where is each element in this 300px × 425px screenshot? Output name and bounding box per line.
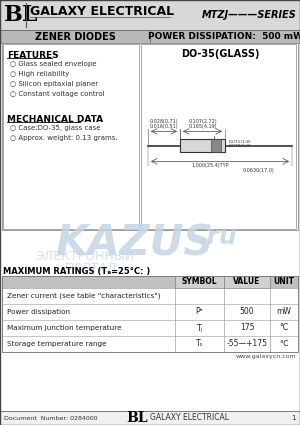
Text: -55—+175: -55—+175 [226, 340, 268, 348]
Text: SYMBOL: SYMBOL [182, 278, 217, 286]
Bar [0, 411, 300, 425]
Text: 1.000(25.4)TYP: 1.000(25.4)TYP [191, 163, 229, 168]
Text: KAZUS: KAZUS [55, 222, 213, 264]
Text: FEATURES: FEATURES [7, 51, 58, 60]
Text: ZENER DIODES: ZENER DIODES [34, 31, 116, 42]
Bar [150, 30, 300, 43]
Bar [2, 288, 298, 304]
Text: ○ Approx. weight: 0.13 grams.: ○ Approx. weight: 0.13 grams. [10, 135, 118, 141]
Text: Document  Number: 0284000: Document Number: 0284000 [4, 416, 98, 420]
Bar [0, 30, 150, 43]
Text: ○ Case:DO-35, glass case: ○ Case:DO-35, glass case [10, 125, 101, 131]
Bar [2, 276, 298, 352]
Text: Power dissipation: Power dissipation [7, 309, 70, 315]
Text: MECHANICAL DATA: MECHANICAL DATA [7, 115, 103, 124]
Text: Zener current (see table "characteristics"): Zener current (see table "characteristic… [7, 293, 160, 299]
Text: GALAXY ELECTRICAL: GALAXY ELECTRICAL [30, 5, 174, 17]
Text: Maximum junction temperature: Maximum junction temperature [7, 325, 122, 331]
Text: DO-35(GLASS): DO-35(GLASS) [181, 49, 259, 59]
Text: 0.0630(17.0): 0.0630(17.0) [243, 168, 274, 173]
Text: BL: BL [127, 411, 148, 425]
Bar [2, 336, 298, 352]
Text: 0.071(1.8)
0.079(2.0): 0.071(1.8) 0.079(2.0) [229, 139, 252, 148]
Text: 500: 500 [240, 308, 254, 317]
Text: °C: °C [279, 323, 289, 332]
Text: ЭЛЕКТРОННЫЙ: ЭЛЕКТРОННЫЙ [35, 250, 134, 264]
Bar [180, 139, 225, 152]
Bar [2, 43, 298, 230]
Bar [3, 44, 139, 229]
Text: VALUE: VALUE [233, 278, 261, 286]
Text: 1: 1 [292, 415, 296, 421]
Bar [2, 276, 298, 288]
Text: BL: BL [4, 4, 38, 26]
Text: ○ Silicon epitaxial planer: ○ Silicon epitaxial planer [10, 81, 98, 87]
Text: GALAXY ELECTRICAL: GALAXY ELECTRICAL [150, 414, 229, 422]
Bar [211, 139, 221, 152]
Text: Tⱼ: Tⱼ [196, 323, 202, 332]
Bar [141, 44, 296, 229]
Text: ○ Glass sealed envelope: ○ Glass sealed envelope [10, 61, 97, 67]
Text: Tₛ: Tₛ [196, 340, 203, 348]
Text: ○ Constant voltage control: ○ Constant voltage control [10, 91, 105, 97]
Text: mW: mW [277, 308, 291, 317]
Text: POWER DISSIPATION:  500 mW: POWER DISSIPATION: 500 mW [148, 32, 300, 41]
Text: MAXIMUM RATINGS (Tₐ=25°C: ): MAXIMUM RATINGS (Tₐ=25°C: ) [3, 267, 150, 276]
Text: .ru: .ru [198, 225, 238, 249]
Bar [224, 276, 270, 288]
Bar [175, 276, 224, 288]
Text: UNIT: UNIT [274, 278, 295, 286]
Text: ℃: ℃ [280, 340, 288, 348]
Text: www.galaxycn.com: www.galaxycn.com [235, 354, 296, 359]
Text: Storage temperature range: Storage temperature range [7, 341, 106, 347]
Text: Pᵊ: Pᵊ [196, 308, 203, 317]
Text: 0.107(2.72)
0.165(4.19): 0.107(2.72) 0.165(4.19) [188, 119, 217, 129]
Text: MTZJ———SERIES: MTZJ———SERIES [202, 10, 297, 20]
Text: 0.028(0.71)
0.016(0.51): 0.028(0.71) 0.016(0.51) [150, 119, 178, 129]
Bar [2, 320, 298, 336]
Text: 175: 175 [240, 323, 254, 332]
Text: ○ High reliability: ○ High reliability [10, 71, 69, 77]
Bar [0, 0, 300, 30]
Text: ПОРТАЛ: ПОРТАЛ [65, 261, 117, 275]
Bar [2, 304, 298, 320]
